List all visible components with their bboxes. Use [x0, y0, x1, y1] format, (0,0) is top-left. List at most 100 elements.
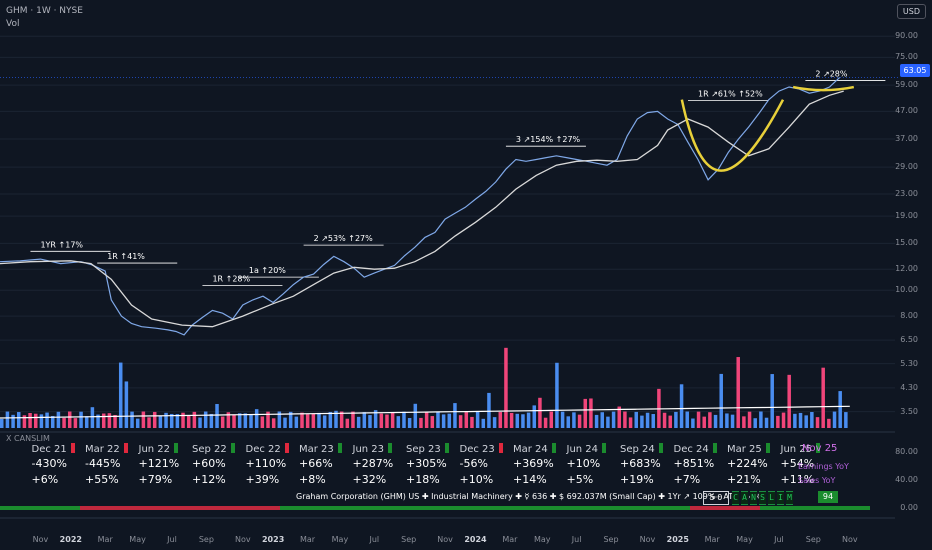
earnings-value: +851%	[673, 457, 715, 470]
quarter-column: Jun 22 +121% +79%	[139, 443, 199, 489]
volume-bar	[838, 391, 842, 428]
volume-bar	[107, 413, 112, 428]
quarter-label-text: Jun 23	[352, 444, 385, 455]
quarter-label: Jun 23	[353, 443, 413, 457]
volume-bar	[356, 416, 361, 428]
volume-bar	[725, 413, 729, 428]
volume-bar	[90, 407, 95, 428]
panel-tick-label: 0.00	[900, 503, 918, 512]
volume-bar	[198, 417, 202, 428]
quarter-label-text: Mar 23	[299, 444, 334, 455]
sales-value: +8%	[299, 473, 326, 486]
volume-bar	[288, 411, 293, 428]
price-tick-label: 37.00	[895, 134, 918, 143]
volume-bar	[543, 417, 548, 428]
volume-bar	[798, 412, 803, 428]
volume-bar	[515, 413, 520, 428]
company-info-line: Graham Corporation (GHM) US ✚ Industrial…	[296, 492, 762, 501]
canslim-letter: C	[732, 491, 739, 505]
panel-tick-label: 80.00	[895, 447, 918, 456]
volume-bar	[464, 412, 469, 428]
quarter-label-text: Sep 24	[620, 444, 655, 455]
volume-label: Vol	[6, 19, 20, 29]
volume-bar	[504, 347, 508, 428]
chart-annotations: 1YR ↑17% 1R ↑41% 1R ↑28%1a ↑20% 2 ↗53% ↑27%…	[40, 70, 847, 284]
volume-bar	[118, 362, 123, 428]
base-annotation: 3 ↗154% ↑27%	[516, 135, 581, 144]
trend-segment	[280, 506, 690, 510]
volume-bar	[11, 414, 15, 428]
sales-value: +39%	[245, 473, 280, 486]
quarter-flag	[284, 443, 289, 453]
time-tick-label: Mar	[97, 535, 113, 544]
volume-bar	[832, 411, 837, 428]
quarter-label: Mar 23	[299, 443, 359, 457]
volume-bar	[487, 392, 491, 428]
quarter-flag	[816, 443, 821, 453]
volume-bar	[113, 414, 117, 428]
volume-bar	[141, 411, 146, 428]
rating-badge: 94	[818, 491, 838, 503]
volume-bar	[628, 417, 633, 428]
volume-bar	[436, 412, 440, 428]
price-tick-label: 8.00	[900, 311, 918, 321]
price-tick-label: 3.50	[900, 406, 918, 416]
volume-bar	[577, 414, 582, 428]
volume-bar	[470, 416, 474, 428]
quarter-column: Dec 21 -430% +6%	[32, 443, 92, 489]
time-tick-label: Jul	[167, 535, 177, 544]
base-annotation: 1R ↑41%	[107, 252, 145, 261]
volume-bar	[736, 357, 740, 428]
quarter-flag	[230, 443, 235, 453]
time-tick-label: Jul	[774, 535, 784, 544]
price-tick-label: 19.00	[895, 211, 918, 221]
volume-bar	[566, 416, 571, 428]
quarter-label-text: Dec 22	[245, 444, 281, 455]
quarter-label: Sep 22	[192, 443, 252, 457]
volume-bar	[611, 411, 616, 428]
sales-value: +10%	[459, 473, 494, 486]
volume-bar	[396, 416, 401, 428]
quarter-label: Sep 24	[620, 443, 680, 457]
time-tick-label: 2022	[59, 535, 82, 544]
quarter-label: Dec 22	[246, 443, 306, 457]
canslim-letter: L	[768, 491, 775, 505]
volume-bars	[0, 347, 850, 428]
earnings-value: -445%	[85, 457, 121, 470]
volume-bar	[651, 414, 655, 428]
volume-bar	[169, 413, 174, 428]
volume-bar	[181, 412, 185, 428]
volume-bar	[702, 416, 706, 428]
volume-bar	[413, 403, 418, 428]
volume-bar	[101, 413, 106, 428]
quarter-column: Dec 23 -56% +10%	[460, 443, 520, 489]
volume-bar	[260, 416, 265, 428]
earnings-value: -430%	[31, 457, 67, 470]
time-tick-label: May	[533, 535, 551, 544]
earnings-value: +305%	[406, 457, 447, 470]
volume-bar	[532, 405, 537, 428]
volume-bar	[28, 412, 32, 428]
volume-bar	[73, 418, 78, 428]
currency-button[interactable]: USD	[896, 4, 926, 19]
score-box: 5·0	[703, 491, 729, 505]
volume-bar	[696, 411, 701, 428]
volume-bar	[322, 415, 327, 428]
volume-bar	[362, 412, 367, 428]
quarter-label-text: Sep 22	[192, 444, 227, 455]
trend-bar	[0, 506, 870, 510]
base-annotation: 1R ↑28%	[212, 274, 250, 283]
quarter-label: Jun 25	[781, 443, 841, 457]
volume-bar	[16, 412, 21, 428]
time-tick-label: May	[331, 535, 349, 544]
time-tick-label: Mar	[704, 535, 720, 544]
volume-bar	[209, 413, 214, 428]
trend-segment	[690, 506, 760, 510]
volume-bar	[385, 414, 389, 428]
volume-bar	[39, 414, 44, 428]
canslim-letter: A	[741, 491, 748, 505]
quarter-column: Jun 23 +287% +32%	[353, 443, 413, 489]
volume-bar	[300, 412, 304, 428]
volume-bar	[793, 413, 797, 428]
